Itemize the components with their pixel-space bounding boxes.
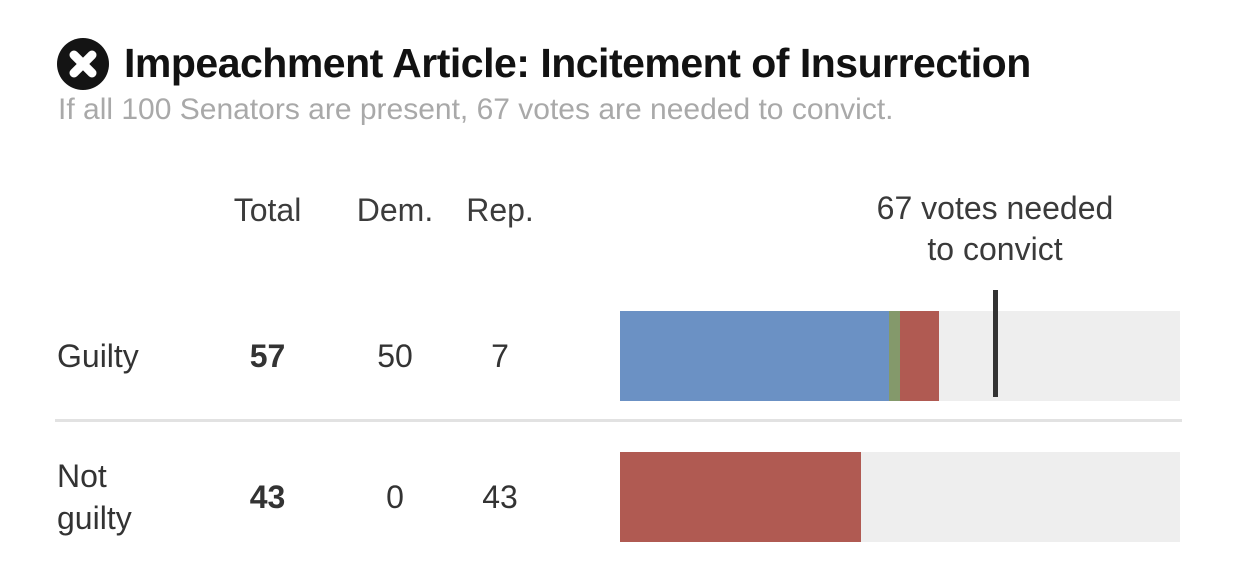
row-label-guilty: Guilty bbox=[57, 338, 139, 374]
bar-segment-rep bbox=[899, 311, 940, 401]
row-divider bbox=[55, 419, 1182, 422]
page-title: Impeachment Article: Incitement of Insur… bbox=[124, 40, 1031, 86]
row-label-not-guilty: Not guilty bbox=[57, 458, 132, 536]
page-subtitle: If all 100 Senators are present, 67 vote… bbox=[58, 93, 894, 126]
threshold-marker bbox=[993, 290, 999, 397]
not-guilty-total-value: 43 bbox=[249, 478, 286, 515]
threshold-annotation-line1: 67 votes needed bbox=[876, 190, 1114, 226]
guilty-bar bbox=[620, 290, 1180, 401]
bar-segment-rep bbox=[620, 452, 861, 542]
not-guilty-bar bbox=[620, 452, 1180, 542]
x-circle-icon bbox=[57, 38, 109, 90]
column-header-total: Total bbox=[233, 192, 302, 228]
guilty-total-value: 57 bbox=[249, 337, 286, 374]
guilty-rep-value: 7 bbox=[491, 337, 509, 374]
threshold-annotation-line2: to convict bbox=[927, 231, 1063, 267]
guilty-dem-value: 50 bbox=[377, 337, 413, 374]
column-header-rep: Rep. bbox=[466, 192, 534, 228]
not-guilty-bar-track bbox=[620, 452, 1180, 542]
bar-segment-ind bbox=[888, 311, 900, 401]
bar-segment-dem bbox=[620, 311, 889, 401]
column-header-dem: Dem. bbox=[356, 192, 434, 228]
not-guilty-rep-value: 43 bbox=[482, 478, 518, 515]
threshold-annotation: 67 votes needed to convict bbox=[820, 188, 1170, 270]
not-guilty-dem-value: 0 bbox=[386, 478, 404, 515]
guilty-bar-track bbox=[620, 311, 1180, 401]
